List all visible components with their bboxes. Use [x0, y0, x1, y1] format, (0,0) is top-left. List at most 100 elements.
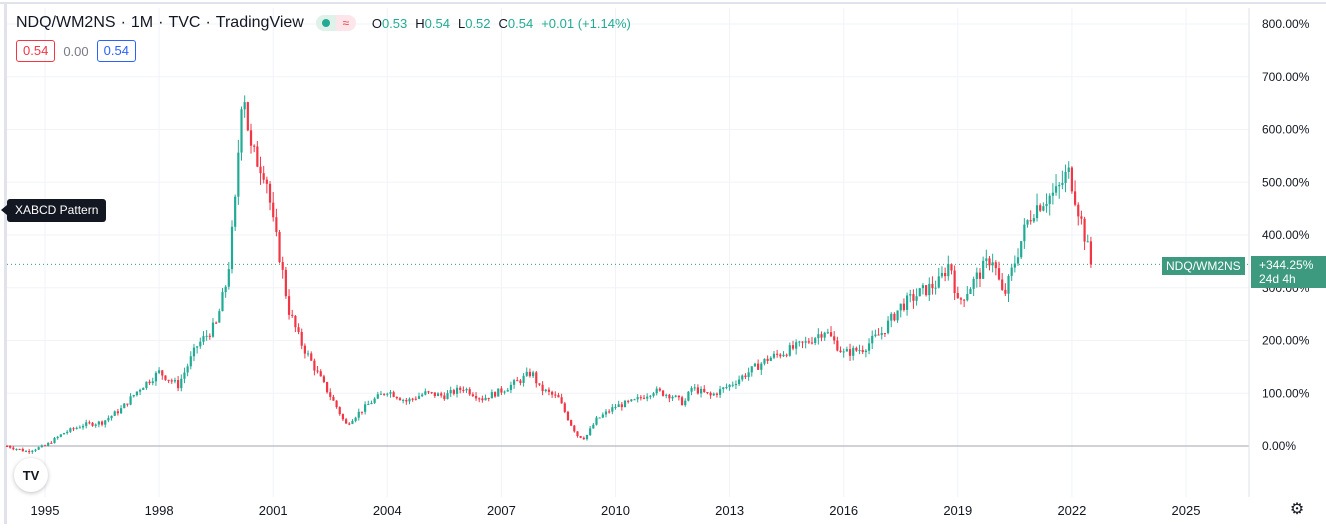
candle-body — [560, 397, 563, 404]
candle-body — [912, 294, 915, 301]
time-axis[interactable]: 1995 1998 2001 2004 2007 2010 2013 2016 2019 2022… — [31, 503, 1201, 518]
candle-body — [24, 451, 28, 453]
candle-body — [268, 183, 272, 203]
candle-body — [284, 269, 287, 297]
candle-body — [364, 404, 367, 412]
candle-body — [1070, 167, 1073, 192]
candle-body — [202, 336, 205, 342]
candle-body — [205, 335, 208, 337]
price-axis[interactable]: 0.00%100.00%200.00%300.00%400.00%500.00%… — [1262, 17, 1310, 453]
candle-body — [9, 446, 12, 448]
symbol-name[interactable]: NDQ/WM2NS — [16, 14, 116, 31]
candle-body — [28, 451, 31, 453]
candle-body — [167, 379, 170, 381]
candle-body — [890, 313, 893, 321]
candle-body — [417, 396, 421, 399]
candle-body — [842, 351, 845, 353]
candle-body — [1077, 204, 1080, 217]
candle-body — [519, 380, 522, 383]
candle-body — [21, 448, 24, 452]
candle-body — [224, 286, 227, 293]
candle-body — [617, 404, 620, 408]
candle-body — [1035, 205, 1039, 219]
candle-body — [696, 387, 700, 394]
x-tick-label: 2013 — [715, 503, 744, 518]
high-value: 0.54 — [424, 15, 450, 31]
candle-body — [956, 293, 959, 299]
candle-body — [858, 350, 861, 352]
candle-body — [490, 392, 493, 399]
candle-body — [823, 332, 826, 338]
candle-body — [81, 425, 85, 428]
candle-body — [718, 389, 722, 395]
ask-price[interactable]: 0.54 — [96, 40, 136, 62]
candle-body — [677, 395, 680, 398]
candle-body — [474, 396, 478, 399]
candle-body — [243, 102, 246, 110]
candle-body — [620, 404, 623, 408]
candle-body — [1061, 182, 1064, 185]
tradingview-logo-icon[interactable]: TV — [14, 458, 48, 492]
candle-body — [367, 404, 370, 406]
candle-body — [132, 395, 135, 397]
y-tick-label: 400.00% — [1262, 228, 1310, 242]
candle-body — [902, 303, 906, 310]
candle-body — [383, 393, 386, 395]
x-tick-label: 2001 — [259, 503, 288, 518]
candle-body — [161, 370, 164, 376]
candle-body — [256, 146, 259, 167]
candle-body — [164, 375, 167, 380]
candle-body — [671, 396, 674, 399]
candle-body — [766, 358, 769, 361]
candle-body — [839, 350, 842, 353]
candle-body — [446, 393, 449, 400]
candle-body — [484, 397, 487, 401]
candle-body — [1001, 279, 1004, 290]
candle-body — [1080, 216, 1083, 219]
open-value: 0.53 — [381, 15, 408, 31]
candle-body — [947, 264, 950, 277]
x-tick-label: 2022 — [1057, 503, 1086, 518]
interval-label[interactable]: 1M — [130, 14, 154, 31]
candle-body — [75, 427, 78, 429]
candle-body — [690, 387, 693, 392]
candle-body — [845, 349, 848, 352]
wave-icon[interactable]: ≈ — [335, 15, 356, 31]
candle-body — [341, 414, 345, 420]
candle-body — [88, 422, 91, 424]
candle-body — [684, 400, 687, 406]
candle-body — [126, 403, 129, 405]
candle-body — [398, 398, 402, 401]
candle-body — [994, 262, 997, 269]
candle-body — [15, 448, 18, 450]
candle-body — [706, 392, 709, 394]
candle-body — [972, 278, 975, 289]
separator-dot: · — [205, 14, 211, 31]
candle-body — [265, 179, 268, 184]
candle-body — [893, 313, 896, 321]
candle-body — [633, 399, 636, 401]
candle-body — [173, 380, 177, 382]
candle-body — [459, 387, 462, 390]
candle-body — [785, 354, 788, 356]
candle-body — [211, 322, 215, 337]
candle-body — [554, 394, 557, 396]
candle-body — [104, 420, 107, 425]
candle-body — [186, 366, 189, 373]
settings-gear-icon[interactable]: ⚙ — [1289, 501, 1305, 518]
candle-body — [503, 391, 506, 393]
candle-body — [642, 397, 646, 399]
candle-body — [379, 393, 383, 395]
exchange-label: TVC — [168, 14, 201, 31]
candle-body — [253, 145, 256, 147]
x-tick-label: 2016 — [829, 503, 858, 518]
candle-body — [693, 387, 696, 389]
market-status-badges[interactable]: ≈ — [315, 15, 356, 31]
candle-body — [877, 334, 880, 336]
status-dot-icon[interactable] — [315, 15, 336, 31]
bid-price[interactable]: 0.54 — [16, 40, 56, 62]
candle-body — [493, 392, 497, 397]
candle-body — [969, 288, 972, 294]
candle-body — [1086, 241, 1089, 243]
